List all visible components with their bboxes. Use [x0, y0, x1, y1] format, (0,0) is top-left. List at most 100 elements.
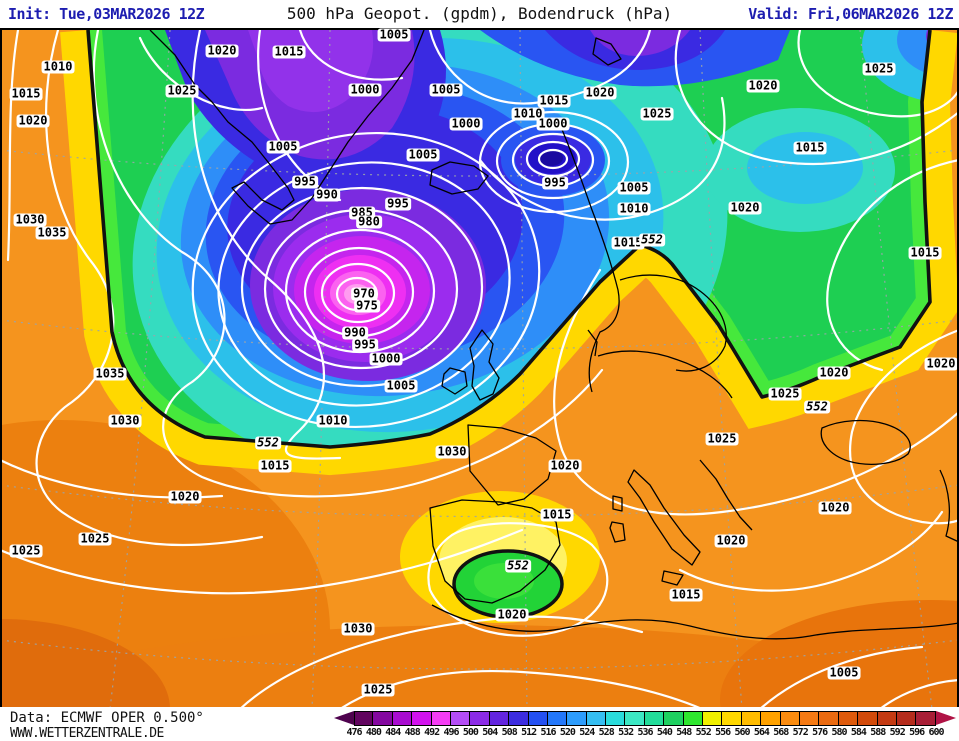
colorbar-tick: 504	[482, 727, 498, 738]
pressure-contour-label: 995	[542, 175, 568, 190]
geopotential-contour-label: 552	[804, 399, 830, 414]
geopotential-contour-label: 552	[505, 558, 531, 573]
pressure-contour-label: 1025	[78, 531, 112, 546]
pressure-contour-label: 995	[385, 196, 411, 211]
colorbar-cell	[431, 711, 451, 726]
colorbar-tick: 552	[695, 727, 712, 738]
pressure-contour-label: 1005	[827, 665, 861, 680]
pressure-contour-label: 1025	[9, 543, 43, 558]
pressure-contour-label: 1005	[266, 139, 300, 154]
pressure-contour-label: 1020	[818, 500, 852, 515]
pressure-contour-label: 1025	[640, 106, 674, 121]
pressure-contour-label: 1035	[35, 225, 69, 240]
pressure-contour-label: 1020	[746, 78, 780, 93]
colorbar-tick: 548	[676, 727, 692, 738]
pressure-contour-label: 1020	[728, 200, 762, 215]
pressure-contour-label: 1020	[205, 43, 239, 58]
colorbar-cell	[780, 711, 800, 726]
pressure-contour-label: 1000	[348, 82, 382, 97]
pressure-contour-label: 1010	[41, 59, 75, 74]
colorbar-cell	[586, 711, 607, 726]
pressure-contour-label: 1020	[714, 533, 748, 548]
pressure-contour-label: 1030	[13, 212, 47, 227]
pressure-contour-label: 1020	[583, 85, 617, 100]
colorbar-tick: 568	[773, 727, 789, 738]
colorbar-tick: 492	[424, 727, 440, 738]
colorbar-cell	[664, 711, 684, 726]
pressure-contour-label: 1030	[108, 413, 142, 428]
geopotential-contour-label: 552	[255, 435, 281, 450]
colorbar-cell	[877, 711, 897, 726]
pressure-contour-label: 1025	[768, 386, 802, 401]
colorbar-tick: 560	[734, 727, 750, 738]
pressure-contour-label: 1005	[384, 378, 418, 393]
pressure-contour-label: 995	[352, 337, 378, 352]
colorbar-cell	[819, 711, 839, 726]
colorbar-cell	[606, 711, 626, 726]
colorbar-tick: 480	[365, 727, 382, 738]
pressure-contour-label: 1015	[540, 507, 574, 522]
pressure-contour-label: 1020	[495, 607, 529, 622]
colorbar-tick: 572	[792, 727, 809, 738]
pressure-contour-label: 1020	[548, 458, 582, 473]
colorbar-cell	[896, 711, 917, 726]
colorbar-tick: 592	[889, 727, 906, 738]
pressure-contour-label: 1015	[537, 93, 571, 108]
geopotential-contour-label: 552	[639, 232, 665, 247]
pressure-contour-label: 1020	[16, 113, 50, 128]
colorbar-tick: 576	[812, 727, 828, 738]
colorbar-cell	[722, 711, 742, 726]
colorbar-cell	[354, 711, 374, 726]
colorbar-tick: 476	[346, 727, 362, 738]
geopotential-colorbar: 476 480 484 488 492 496 500 504 508 512 516 520 524 5…	[334, 711, 956, 739]
init-time-label: Init: Tue,03MAR2026 12Z	[8, 5, 205, 23]
colorbar-tick: 496	[443, 727, 459, 738]
colorbar-tick: 584	[850, 727, 867, 738]
map-frame-right	[957, 28, 959, 707]
pressure-contour-label: 1015	[793, 140, 827, 155]
chart-title: 500 hPa Geopot. (gpdm), Bodendruck (hPa)	[286, 4, 673, 23]
data-source-label: Data: ECMWF OPER 0.500°	[10, 710, 204, 726]
colorbar-cell	[528, 711, 548, 726]
colorbar-right-arrow	[936, 711, 956, 725]
colorbar-cell	[547, 711, 568, 726]
colorbar-tick: 556	[715, 727, 731, 738]
pressure-contour-label: 1025	[705, 431, 739, 446]
colorbar-cell	[412, 711, 432, 726]
website-label: WWW.WETTERZENTRALE.DE	[10, 726, 164, 741]
pressure-contour-label: 1025	[862, 61, 896, 76]
pressure-contour-label: 1000	[369, 351, 403, 366]
pressure-contour-label: 1015	[669, 587, 703, 602]
pressure-contour-label: 1030	[435, 444, 469, 459]
pressure-contour-label: 990	[342, 325, 368, 340]
colorbar-tick: 512	[521, 727, 537, 738]
pressure-contour-label: 970	[351, 286, 377, 301]
pressure-contour-label: 1015	[611, 235, 645, 250]
pressure-contour-label: 1015	[272, 44, 306, 59]
valid-time-label: Valid: Fri,06MAR2026 12Z	[748, 5, 953, 23]
pressure-contour-label: 1000	[536, 116, 570, 131]
pressure-contour-label: 1005	[429, 82, 463, 97]
colorbar-cell	[450, 711, 471, 726]
colorbar-tick: 580	[831, 727, 847, 738]
pressure-contour-label: 1035	[93, 366, 127, 381]
colorbar-cell	[392, 711, 413, 726]
colorbar-tick: 532	[618, 727, 634, 738]
pressure-contour-label: 1020	[924, 356, 958, 371]
geopotential-pressure-field	[0, 30, 959, 709]
pressure-contour-label: 1015	[9, 86, 43, 101]
pressure-contour-label: 1020	[817, 365, 851, 380]
colorbar-tick: 564	[753, 727, 770, 738]
colorbar-cell	[489, 711, 510, 726]
pressure-contour-label: 1005	[377, 27, 411, 42]
colorbar-tick: 540	[656, 727, 673, 738]
pressure-contour-label: 1005	[617, 180, 651, 195]
colorbar-tick: 488	[404, 727, 421, 738]
colorbar-cell	[509, 711, 529, 726]
colorbar-cell	[838, 711, 859, 726]
pressure-contour-label: 1000	[449, 116, 483, 131]
colorbar-tick: 528	[598, 727, 615, 738]
pressure-contour-label: 975	[354, 298, 380, 313]
pressure-contour-label: 1030	[341, 621, 375, 636]
